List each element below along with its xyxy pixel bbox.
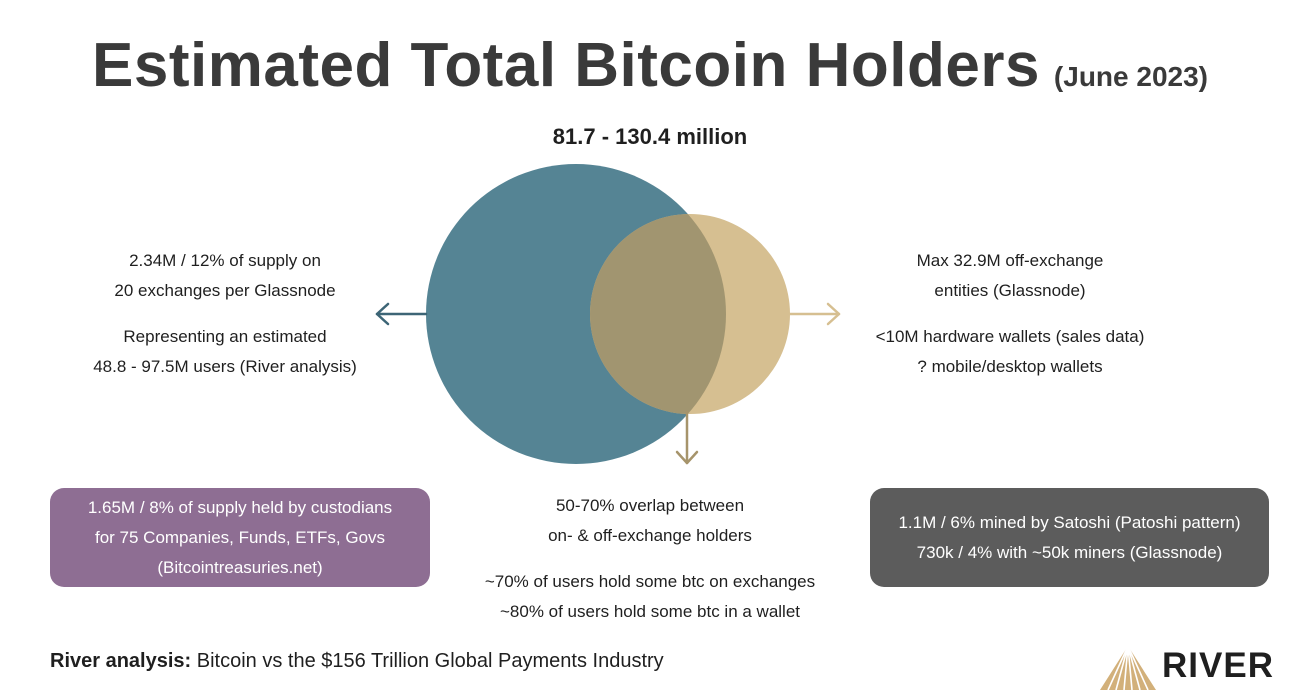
footer-source-label: River analysis: (50, 650, 192, 672)
exchange-users-note: Representing an estimated 48.8 - 97.5M u… (93, 327, 357, 376)
off-exchange-entities-note: Max 32.9M off-exchange entities (Glassno… (916, 251, 1104, 300)
title-date: (June 2023) (1053, 61, 1208, 92)
page-title: Estimated Total Bitcoin Holders (92, 31, 1040, 100)
custodians-box: 1.65M / 8% of supply held by custodians … (50, 488, 430, 587)
right-arrow-icon (788, 302, 841, 326)
footer-source: River analysis: Bitcoin vs the $156 Tril… (50, 650, 664, 673)
river-logo-text: RIVER (1162, 646, 1274, 685)
wallets-note: <10M hardware wallets (sales data) ? mob… (875, 327, 1145, 376)
river-mountain-logo-icon (1100, 645, 1156, 691)
footer-source-text: Bitcoin vs the $156 Trillion Global Paym… (191, 650, 664, 672)
overlap-note: 50-70% overlap between on- & off-exchang… (548, 496, 752, 545)
left-arrow-icon (375, 302, 428, 326)
satoshi-miners-box: 1.1M / 6% mined by Satoshi (Patoshi patt… (870, 488, 1269, 587)
overlap-region (590, 214, 726, 414)
title-row: Estimated Total Bitcoin Holders (June 202… (0, 30, 1300, 101)
total-holders-range: 81.7 - 130.4 million (552, 124, 748, 149)
down-arrow-icon (675, 410, 699, 465)
exchange-supply-note: 2.34M / 12% of supply on 20 exchanges pe… (114, 251, 336, 300)
holding-habits-note: ~70% of users hold some btc on exchanges… (484, 572, 816, 621)
